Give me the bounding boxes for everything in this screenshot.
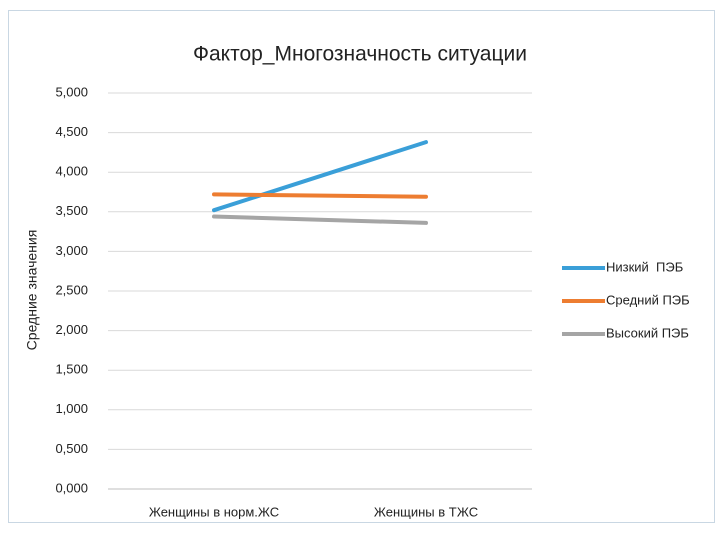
y-tick-label: 3,500 xyxy=(55,203,88,218)
y-tick-label: 5,000 xyxy=(55,84,88,99)
y-axis-label: Средние значения xyxy=(24,230,40,351)
y-tick-label: 1,000 xyxy=(55,401,88,416)
y-tick-label: 2,000 xyxy=(55,322,88,337)
y-tick-label: 3,000 xyxy=(55,243,88,258)
legend-label: Высокий ПЭБ xyxy=(606,325,689,340)
y-tick-label: 2,500 xyxy=(55,282,88,297)
y-tick-label: 0,500 xyxy=(55,441,88,456)
y-tick-label: 0,000 xyxy=(55,480,88,495)
x-tick-label: Женщины в норм.ЖС xyxy=(149,504,279,519)
y-tick-label: 1,500 xyxy=(55,362,88,377)
series-line xyxy=(212,140,428,213)
x-tick-label: Женщины в ТЖС xyxy=(374,504,478,519)
series-line xyxy=(212,214,428,225)
legend-label: Низкий ПЭБ xyxy=(606,259,683,274)
series-line xyxy=(212,192,428,199)
legend-label: Средний ПЭБ xyxy=(606,292,690,307)
y-tick-label: 4,000 xyxy=(55,164,88,179)
chart-title: Фактор_Многозначность ситуации xyxy=(193,43,527,66)
y-tick-label: 4,500 xyxy=(55,124,88,139)
